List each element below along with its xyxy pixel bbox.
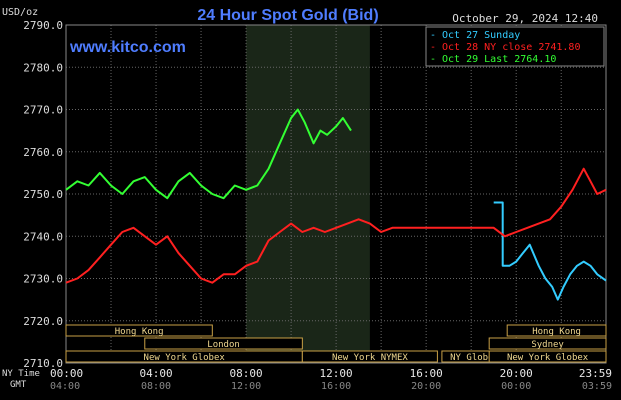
grid bbox=[65, 24, 607, 364]
session-label: London bbox=[207, 340, 240, 350]
chart-title: 24 Hour Spot Gold (Bid) bbox=[197, 7, 378, 24]
x-tick-label-gmt: 03:59 bbox=[582, 381, 612, 392]
legend-dash-sunday: - bbox=[430, 30, 436, 41]
y-tick-label: 2790.0 bbox=[23, 19, 63, 32]
x-tick-label-ny: 20:00 bbox=[500, 367, 533, 380]
plot-border bbox=[65, 24, 607, 364]
x-tick-label-ny: 16:00 bbox=[410, 367, 443, 380]
x-tick-labels: 00:0004:0004:0008:0008:0012:0012:0016:00… bbox=[50, 367, 612, 392]
brand-watermark: www.kitco.com bbox=[69, 39, 186, 56]
legend: - Oct 27 Sunday - Oct 28 NY close 2741.8… bbox=[425, 26, 605, 67]
y-axis-label: USD/oz bbox=[2, 7, 38, 18]
series-line-close bbox=[65, 167, 607, 284]
session-box bbox=[506, 324, 607, 337]
x-tick-label-ny: 23:59 bbox=[579, 367, 612, 380]
x-tick-label-gmt: 16:00 bbox=[321, 381, 351, 392]
x-tick-label-gmt: 12:00 bbox=[231, 381, 261, 392]
y-tick-label: 2770.0 bbox=[23, 104, 63, 117]
y-tick-label: 2780.0 bbox=[23, 61, 63, 74]
y-tick-label: 2710.0 bbox=[23, 357, 63, 370]
session-label: NY Globex bbox=[450, 353, 499, 363]
session-label: Hong Kong bbox=[115, 327, 164, 337]
session-box bbox=[65, 324, 213, 337]
trading-sessions: Hong Kong London New York Globex New York N… bbox=[65, 324, 607, 363]
legend-box bbox=[425, 26, 605, 67]
y-tick-label: 2750.0 bbox=[23, 188, 63, 201]
chart-timestamp: October 29, 2024 12:40 bbox=[452, 12, 598, 25]
y-tick-labels: 2790.0 2780.0 2770.0 2760.0 2750.0 2740.0 2730… bbox=[23, 19, 63, 370]
x-tick-label-gmt: 04:00 bbox=[50, 381, 80, 392]
y-tick-label: 2720.0 bbox=[23, 315, 63, 328]
x-tick-label-gmt: 00:00 bbox=[501, 381, 531, 392]
gmt-label: GMT bbox=[10, 380, 27, 390]
legend-entry-close: Oct 28 NY close 2741.80 bbox=[442, 42, 580, 53]
legend-entry-last: Oct 29 Last 2764.10 bbox=[442, 54, 556, 65]
session-label: New York Globex bbox=[144, 353, 226, 363]
x-tick-label-ny: 00:00 bbox=[50, 367, 83, 380]
session-box bbox=[144, 337, 303, 350]
x-tick-label-gmt: 08:00 bbox=[141, 381, 171, 392]
legend-entry-sunday: Oct 27 Sunday bbox=[442, 30, 520, 41]
session-box bbox=[488, 350, 607, 363]
series-line-sunday bbox=[493, 201, 607, 301]
ny-time-label: NY Time bbox=[2, 369, 40, 379]
x-tick-label-gmt: 20:00 bbox=[411, 381, 441, 392]
session-label: Sydney bbox=[531, 340, 564, 350]
session-box bbox=[301, 350, 438, 363]
series-line-last bbox=[65, 108, 352, 200]
session-box bbox=[488, 337, 607, 350]
nymex-hours-highlight bbox=[246, 25, 370, 363]
y-tick-label: 2760.0 bbox=[23, 146, 63, 159]
series-lines bbox=[65, 108, 607, 301]
y-tick-label: 2730.0 bbox=[23, 273, 63, 286]
x-tick-label-ny: 12:00 bbox=[320, 367, 353, 380]
x-tick-label-ny: 04:00 bbox=[139, 367, 172, 380]
session-label: New York Globex bbox=[507, 353, 589, 363]
session-label: New York NYMEX bbox=[332, 353, 408, 363]
y-tick-label: 2740.0 bbox=[23, 230, 63, 243]
legend-dash-close: - bbox=[430, 42, 436, 53]
session-label: Hong Kong bbox=[532, 327, 581, 337]
legend-dash-last: - bbox=[430, 54, 436, 65]
x-tick-label-ny: 08:00 bbox=[230, 367, 263, 380]
